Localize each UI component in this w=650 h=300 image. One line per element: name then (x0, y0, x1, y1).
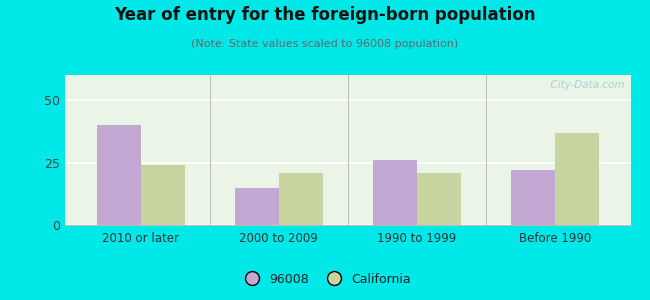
Text: Year of entry for the foreign-born population: Year of entry for the foreign-born popul… (114, 6, 536, 24)
Bar (279, 172, 323, 225)
Bar (372, 160, 417, 225)
Bar (554, 133, 599, 225)
Text: City-Data.com: City-Data.com (544, 80, 625, 89)
Bar (141, 165, 185, 225)
Bar (97, 125, 141, 225)
Text: (Note: State values scaled to 96008 population): (Note: State values scaled to 96008 popu… (191, 39, 459, 49)
Bar (510, 170, 554, 225)
Bar (417, 172, 461, 225)
Legend: 96008, California: 96008, California (234, 268, 416, 291)
Bar (235, 188, 279, 225)
